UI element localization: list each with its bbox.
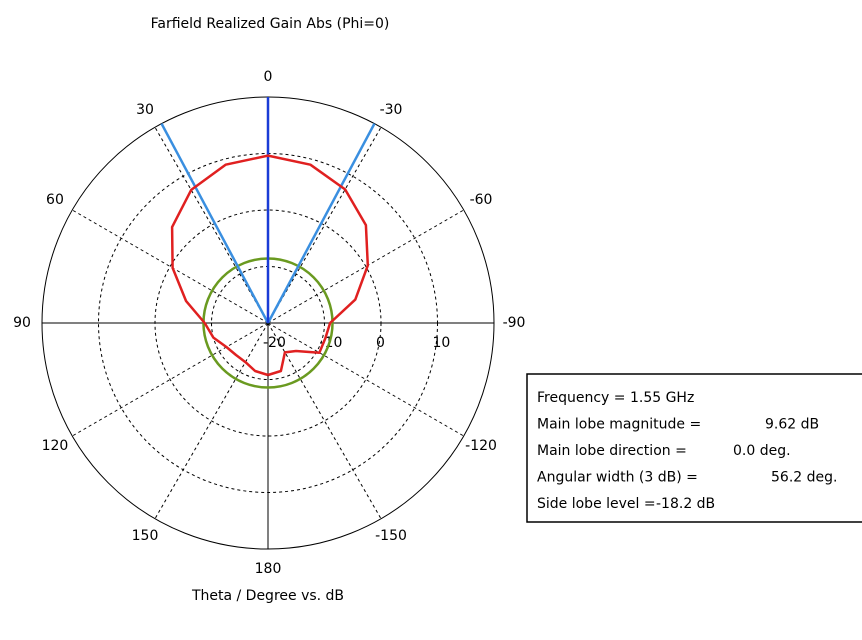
spoke bbox=[154, 322, 269, 519]
spoke bbox=[267, 322, 464, 437]
spoke bbox=[267, 322, 382, 519]
info-box bbox=[526, 373, 862, 523]
chart-title: Farfield Realized Gain Abs (Phi=0) bbox=[151, 16, 390, 32]
beam-edge bbox=[160, 123, 270, 324]
theta-tick-label: -90 bbox=[503, 315, 526, 331]
theta-tick-label: 90 bbox=[13, 315, 31, 331]
r-tick-label: -20 bbox=[263, 335, 286, 351]
r-tick-label: 10 bbox=[433, 335, 451, 351]
axis-label: Theta / Degree vs. dB bbox=[191, 588, 344, 604]
info-label: Main lobe magnitude = bbox=[537, 417, 701, 433]
info-value: 0.0 deg. bbox=[733, 443, 791, 459]
theta-tick-label: 60 bbox=[46, 192, 64, 208]
theta-tick-label: 120 bbox=[42, 438, 69, 454]
theta-tick-label: 0 bbox=[264, 69, 273, 85]
gain-curve bbox=[170, 154, 370, 377]
beam-edge bbox=[266, 123, 376, 324]
info-value: 9.62 dB bbox=[765, 417, 819, 433]
info-label: Side lobe level = bbox=[537, 496, 656, 512]
theta-tick-label: 150 bbox=[132, 528, 159, 544]
info-label: Main lobe direction = bbox=[537, 443, 687, 459]
info-value: -18.2 dB bbox=[656, 496, 715, 512]
theta-tick-label: 30 bbox=[136, 102, 154, 118]
info-label: Angular width (3 dB) = bbox=[537, 470, 698, 486]
spoke bbox=[72, 209, 269, 324]
theta-tick-label: 180 bbox=[255, 561, 282, 577]
theta-tick-label: -120 bbox=[465, 438, 497, 454]
r-tick-label: 0 bbox=[376, 335, 385, 351]
theta-tick-label: -60 bbox=[470, 192, 493, 208]
info-label: Frequency = 1.55 GHz bbox=[537, 390, 694, 406]
spoke bbox=[72, 322, 269, 437]
spoke bbox=[267, 209, 464, 324]
theta-tick-label: -30 bbox=[380, 102, 403, 118]
theta-tick-label: -150 bbox=[375, 528, 407, 544]
info-value: 56.2 deg. bbox=[771, 470, 837, 486]
